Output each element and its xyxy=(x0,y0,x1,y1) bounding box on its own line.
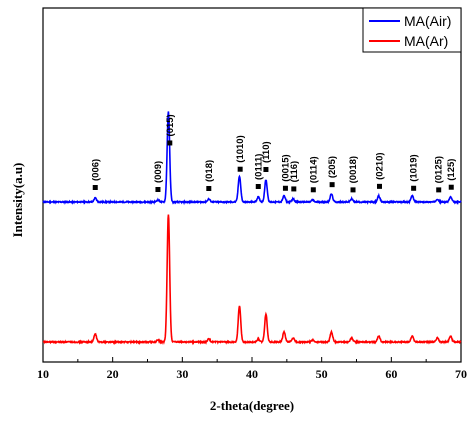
x-tick-label: 10 xyxy=(37,367,49,381)
peak-label: (006) xyxy=(90,159,101,181)
x-tick-label: 40 xyxy=(246,367,258,381)
peak-label: (0015) xyxy=(280,154,291,181)
legend-label-ar: MA(Ar) xyxy=(404,33,448,49)
x-axis: 10 20 30 40 50 60 70 xyxy=(37,357,467,381)
peak-label: (0114) xyxy=(308,156,319,183)
peak-marker xyxy=(237,166,243,172)
peak-label: (018) xyxy=(204,160,215,182)
peak-label: (1019) xyxy=(409,154,420,181)
peak-label: (205) xyxy=(327,156,338,178)
x-tick-label: 60 xyxy=(385,367,397,381)
x-tick-label: 50 xyxy=(316,367,328,381)
peak-label: (116) xyxy=(289,161,300,183)
peak-label: (0018) xyxy=(348,156,359,183)
peak-marker xyxy=(329,182,335,188)
peak-marker xyxy=(206,186,212,191)
peak-marker xyxy=(263,167,269,172)
legend-label-air: MA(Air) xyxy=(404,13,451,29)
peak-label: (125) xyxy=(446,159,457,181)
x-tick-label: 70 xyxy=(455,367,467,381)
series-line-air xyxy=(42,111,462,206)
x-axis-title: 2-theta(degree) xyxy=(210,398,294,413)
peak-label: (0111) xyxy=(253,154,264,180)
peak-marker xyxy=(155,187,161,192)
peak-marker xyxy=(92,185,98,190)
peak-label: (1010) xyxy=(235,135,246,162)
x-tick-label: 20 xyxy=(107,367,119,381)
peak-marker xyxy=(350,187,356,193)
peak-label: (0125) xyxy=(434,156,445,183)
plot-frame xyxy=(42,7,462,363)
legend: MA(Air) MA(Ar) xyxy=(362,7,462,53)
peak-marker xyxy=(167,140,173,146)
peak-labels: (006) (009) (015) (018) (1010) (0111)(110) (00… xyxy=(90,114,457,193)
peak-marker xyxy=(255,184,261,189)
peak-marker xyxy=(436,187,442,193)
peak-marker xyxy=(310,187,316,193)
peak-label: (009) xyxy=(153,161,164,183)
peak-label: (015) xyxy=(165,114,176,136)
legend-box xyxy=(362,7,462,53)
peak-marker xyxy=(376,183,382,189)
series-layer xyxy=(42,111,462,346)
peak-label: (0210) xyxy=(374,152,385,179)
peak-marker xyxy=(448,184,454,190)
peak-marker xyxy=(291,186,297,192)
y-axis-title: Intensity(a.u) xyxy=(10,163,25,238)
x-tick-label: 30 xyxy=(176,367,188,381)
peak-marker xyxy=(411,185,417,191)
peak-marker xyxy=(282,185,288,191)
peak-label: (110) xyxy=(261,141,272,163)
series-line-ar xyxy=(42,214,462,346)
